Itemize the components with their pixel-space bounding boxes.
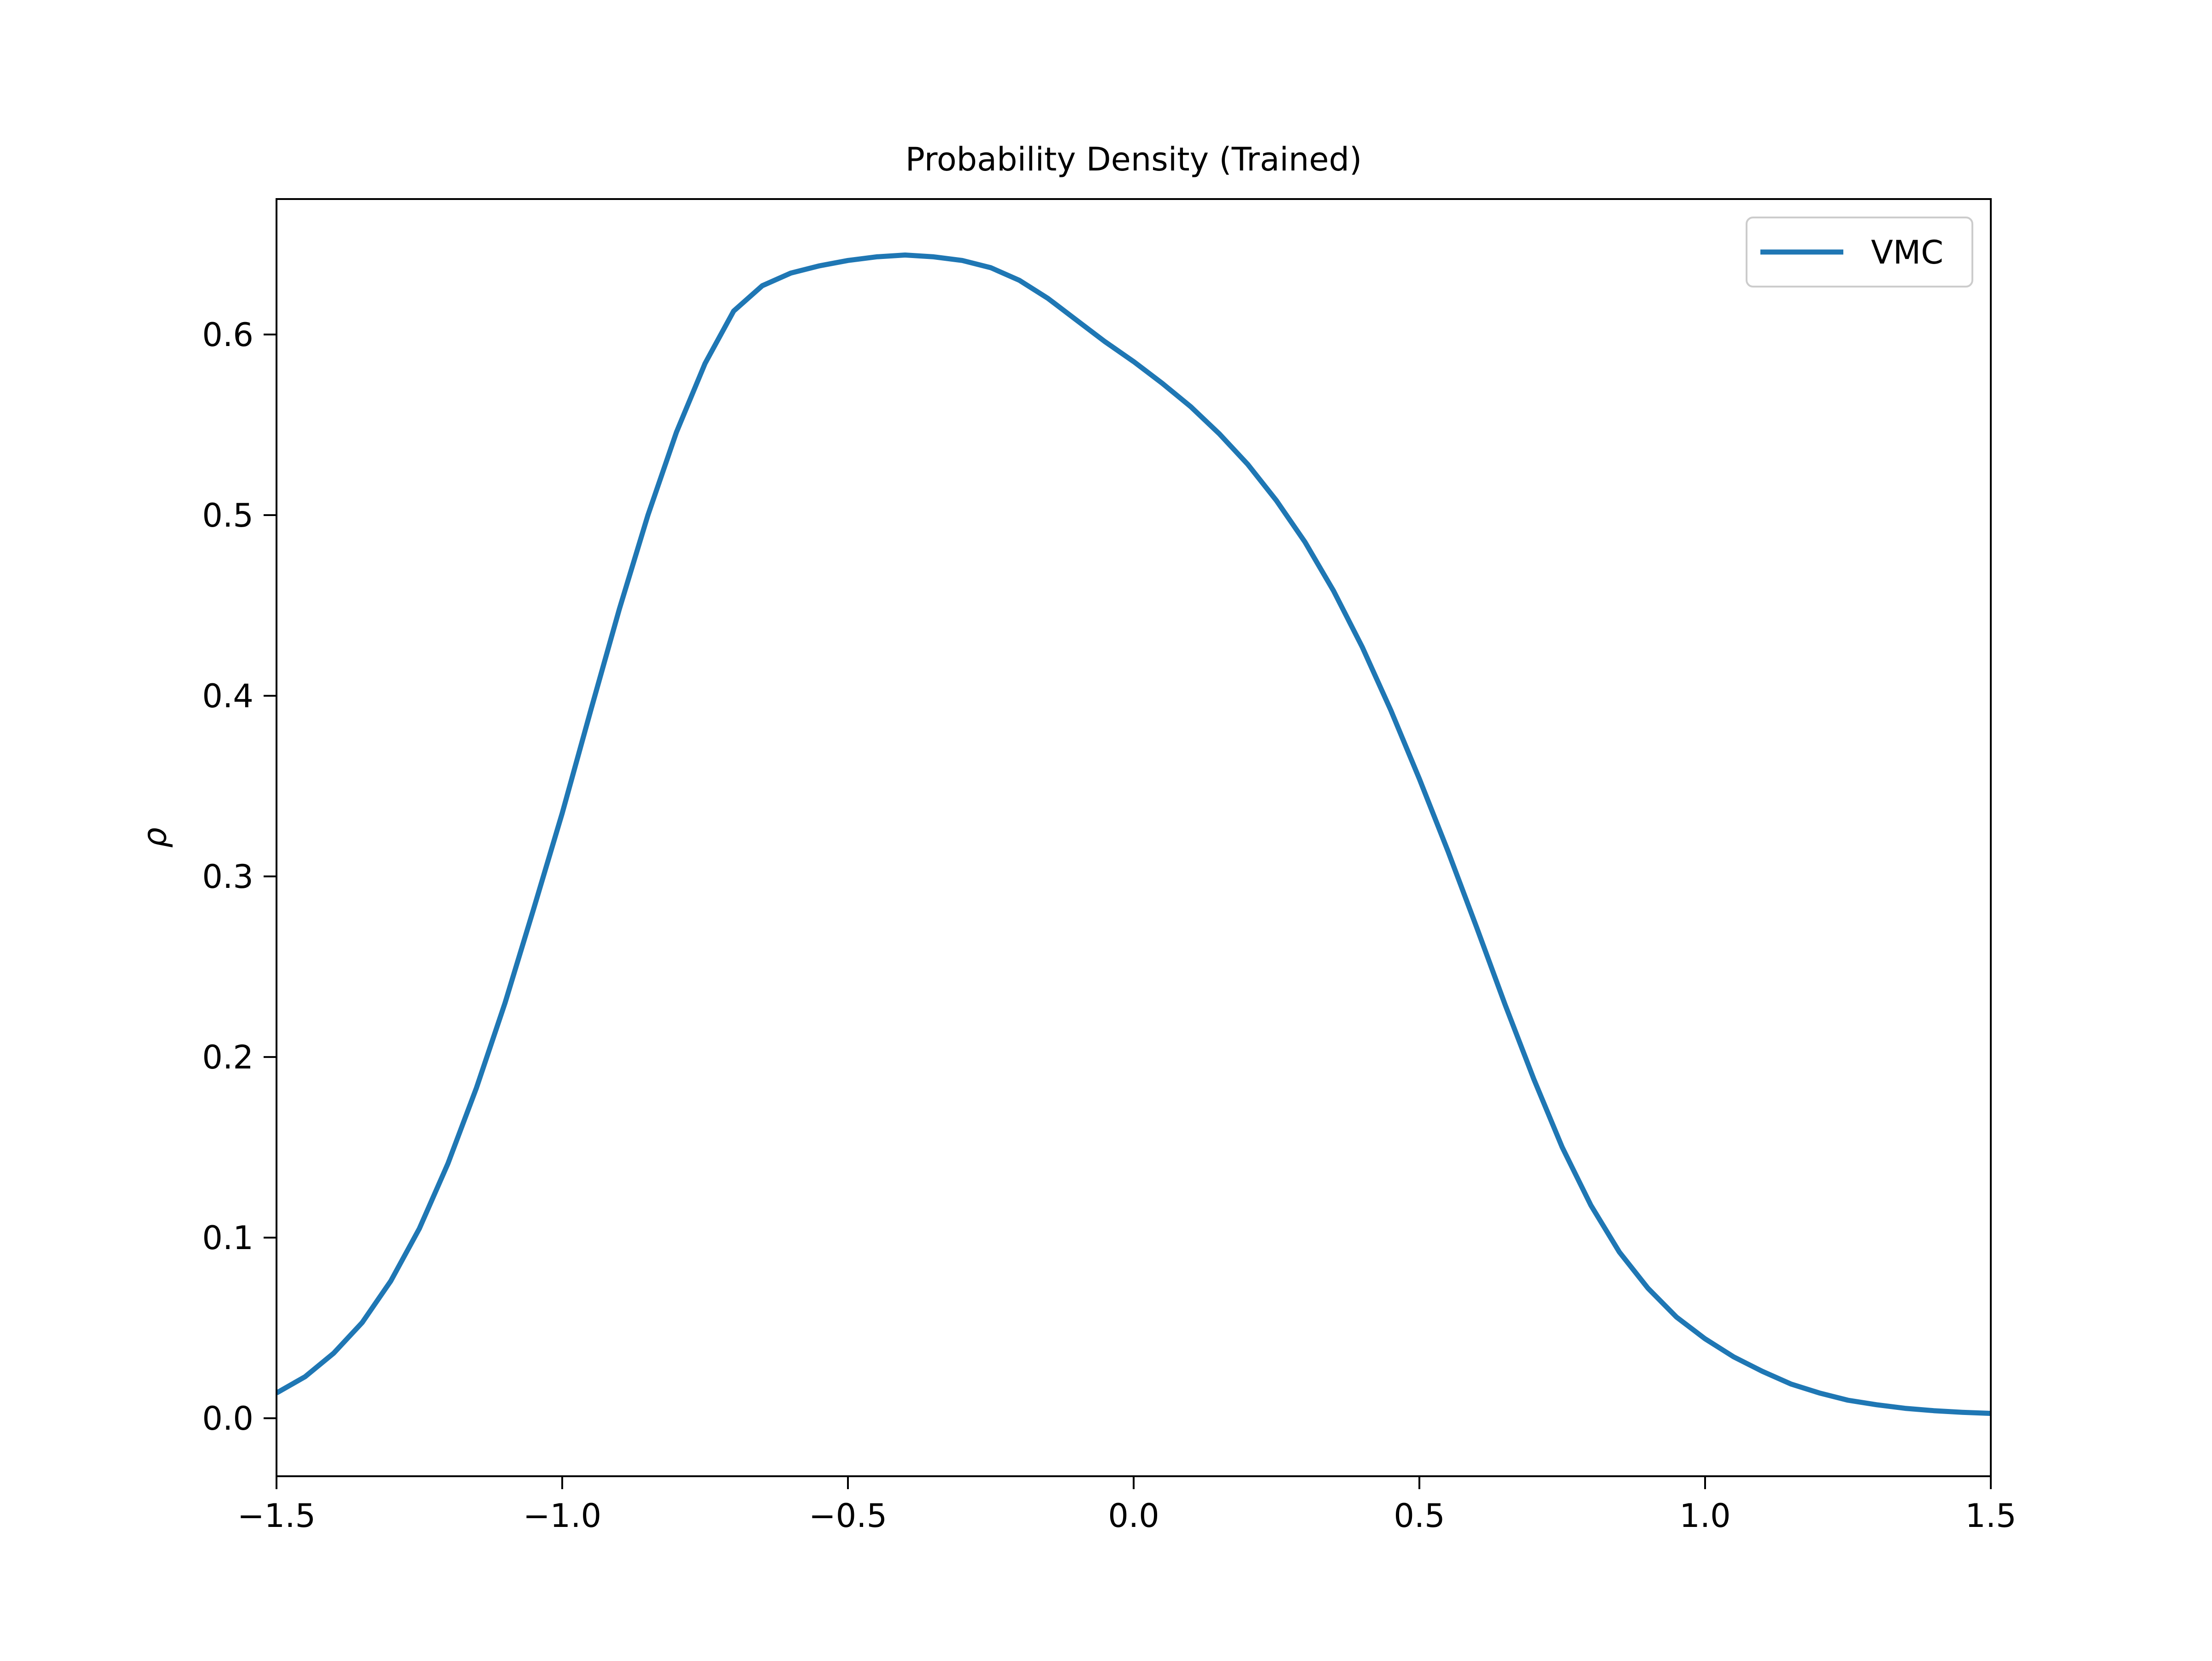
chart-title: Probability Density (Trained): [906, 141, 1362, 178]
x-tick-label: 1.5: [1965, 1497, 2016, 1535]
x-tick-label: 1.0: [1679, 1497, 1730, 1535]
y-tick-label: 0.6: [202, 316, 253, 354]
x-tick-label: −1.5: [237, 1497, 316, 1535]
x-tick-label: −1.0: [523, 1497, 601, 1535]
tick-layer: −1.5 −1.0 −0.5 0.0 0.5 1.0 1.5 0.0 0.1 0.2 0.3 0.4 0…: [202, 316, 2017, 1535]
legend-box: [1746, 217, 1973, 288]
y-tick-label: 0.3: [202, 858, 253, 896]
y-tick-label: 0.4: [202, 677, 253, 715]
series-line-vmc: [276, 252, 1991, 1416]
x-tick-label: 0.5: [1394, 1497, 1445, 1535]
legend: VMC: [1746, 217, 1973, 288]
y-tick-label: 0.5: [202, 497, 253, 534]
x-tick-label: 0.0: [1108, 1497, 1159, 1535]
y-tick-label: 0.2: [202, 1039, 253, 1076]
y-tick-label: 0.1: [202, 1219, 253, 1257]
x-tick-label: −0.5: [809, 1497, 887, 1535]
plot-layer: [276, 252, 1991, 1416]
y-tick-label: 0.0: [202, 1400, 253, 1438]
y-axis-label: ρ: [136, 828, 174, 848]
legend-label-vmc: VMC: [1871, 234, 1943, 271]
